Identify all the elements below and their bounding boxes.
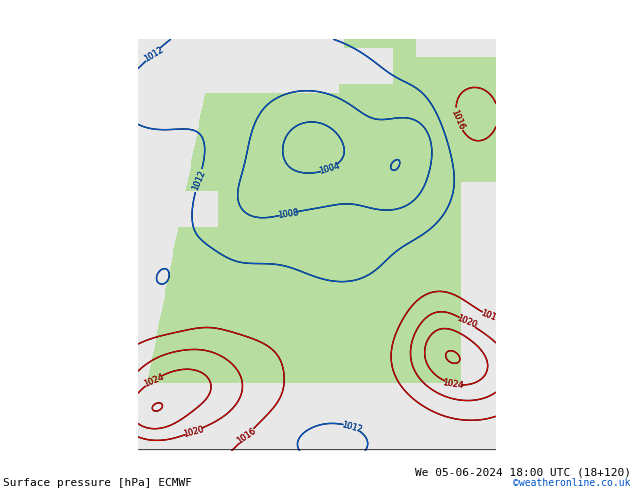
- Text: 1016: 1016: [235, 426, 258, 445]
- Text: 1012: 1012: [190, 169, 207, 192]
- Text: 1012: 1012: [190, 169, 207, 192]
- Polygon shape: [138, 39, 496, 451]
- Text: We 05-06-2024 18:00 UTC (18+120): We 05-06-2024 18:00 UTC (18+120): [415, 468, 631, 478]
- Text: ©weatheronline.co.uk: ©weatheronline.co.uk: [514, 478, 631, 488]
- Text: 1024: 1024: [442, 378, 464, 390]
- Text: 1020: 1020: [183, 424, 205, 439]
- Text: 1016: 1016: [479, 309, 502, 325]
- Text: 1004: 1004: [318, 161, 340, 176]
- Text: 1020: 1020: [456, 314, 479, 330]
- Text: 1012: 1012: [340, 420, 363, 434]
- Text: 1024: 1024: [142, 372, 165, 389]
- Text: 1024: 1024: [142, 372, 165, 389]
- Text: 1012: 1012: [142, 45, 165, 64]
- Text: 1024: 1024: [442, 378, 464, 390]
- Text: 1004: 1004: [318, 161, 340, 176]
- Text: 1020: 1020: [183, 424, 205, 439]
- Text: 1012: 1012: [340, 420, 363, 434]
- Text: 1008: 1008: [277, 208, 299, 220]
- Text: 1020: 1020: [456, 314, 479, 330]
- Text: Surface pressure [hPa] ECMWF: Surface pressure [hPa] ECMWF: [3, 478, 192, 488]
- Text: 1016: 1016: [450, 108, 466, 131]
- Text: 1016: 1016: [450, 108, 466, 131]
- Text: 1012: 1012: [142, 45, 165, 64]
- Text: 1016: 1016: [479, 309, 502, 325]
- Text: 1016: 1016: [235, 426, 258, 445]
- Text: 1008: 1008: [277, 208, 299, 220]
